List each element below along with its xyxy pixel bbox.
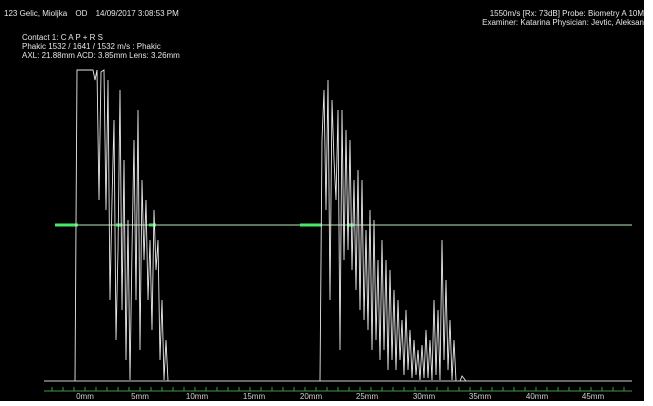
axis-label-35mm: 35mm [468,392,492,401]
axis-label-5mm: 5mm [131,392,149,401]
exam-datetime: 14/09/2017 3:08:53 PM [95,9,179,18]
examiner-physician: Examiner: Katarina Physician: Jevtic, Al… [482,18,644,27]
axis-label-0mm: 0mm [76,392,94,401]
a-scan-display: 123 Gelic, Mioljka OD 14/09/2017 3:08:53… [0,0,644,401]
axis-label-25mm: 25mm [355,392,379,401]
eye-indicator: OD [75,9,88,18]
biometry-values: AXL: 21.88mm ACD: 3.85mm Lens: 3.26mm [22,51,180,60]
echo-trace [44,69,632,382]
probe-header: 1550m/s [Rx: 73dB] Probe: Biometry A 10M… [482,9,644,27]
probe-settings: 1550m/s [Rx: 73dB] Probe: Biometry A 10M [489,9,644,18]
measurement-info: Contact 1: C A P + R S Phakic 1532 / 164… [22,33,180,60]
axis-label-10mm: 10mm [185,392,209,401]
contact-label: Contact 1: C A P + R S [22,33,104,42]
patient-header: 123 Gelic, Mioljka OD 14/09/2017 3:08:53… [4,9,185,18]
phakic-velocity: Phakic 1532 / 1641 / 1532 m/s : Phakic [22,42,161,51]
axis-label-40mm: 40mm [525,392,549,401]
patient-id: 123 Gelic, Mioljka [4,9,68,18]
axis-label-20mm: 20mm [299,392,323,401]
axis-label-15mm: 15mm [242,392,266,401]
axis-label-45mm: 45mm [581,392,605,401]
axis-ticks [51,387,625,391]
a-scan-waveform [44,69,632,392]
axis-label-30mm: 30mm [412,392,436,401]
